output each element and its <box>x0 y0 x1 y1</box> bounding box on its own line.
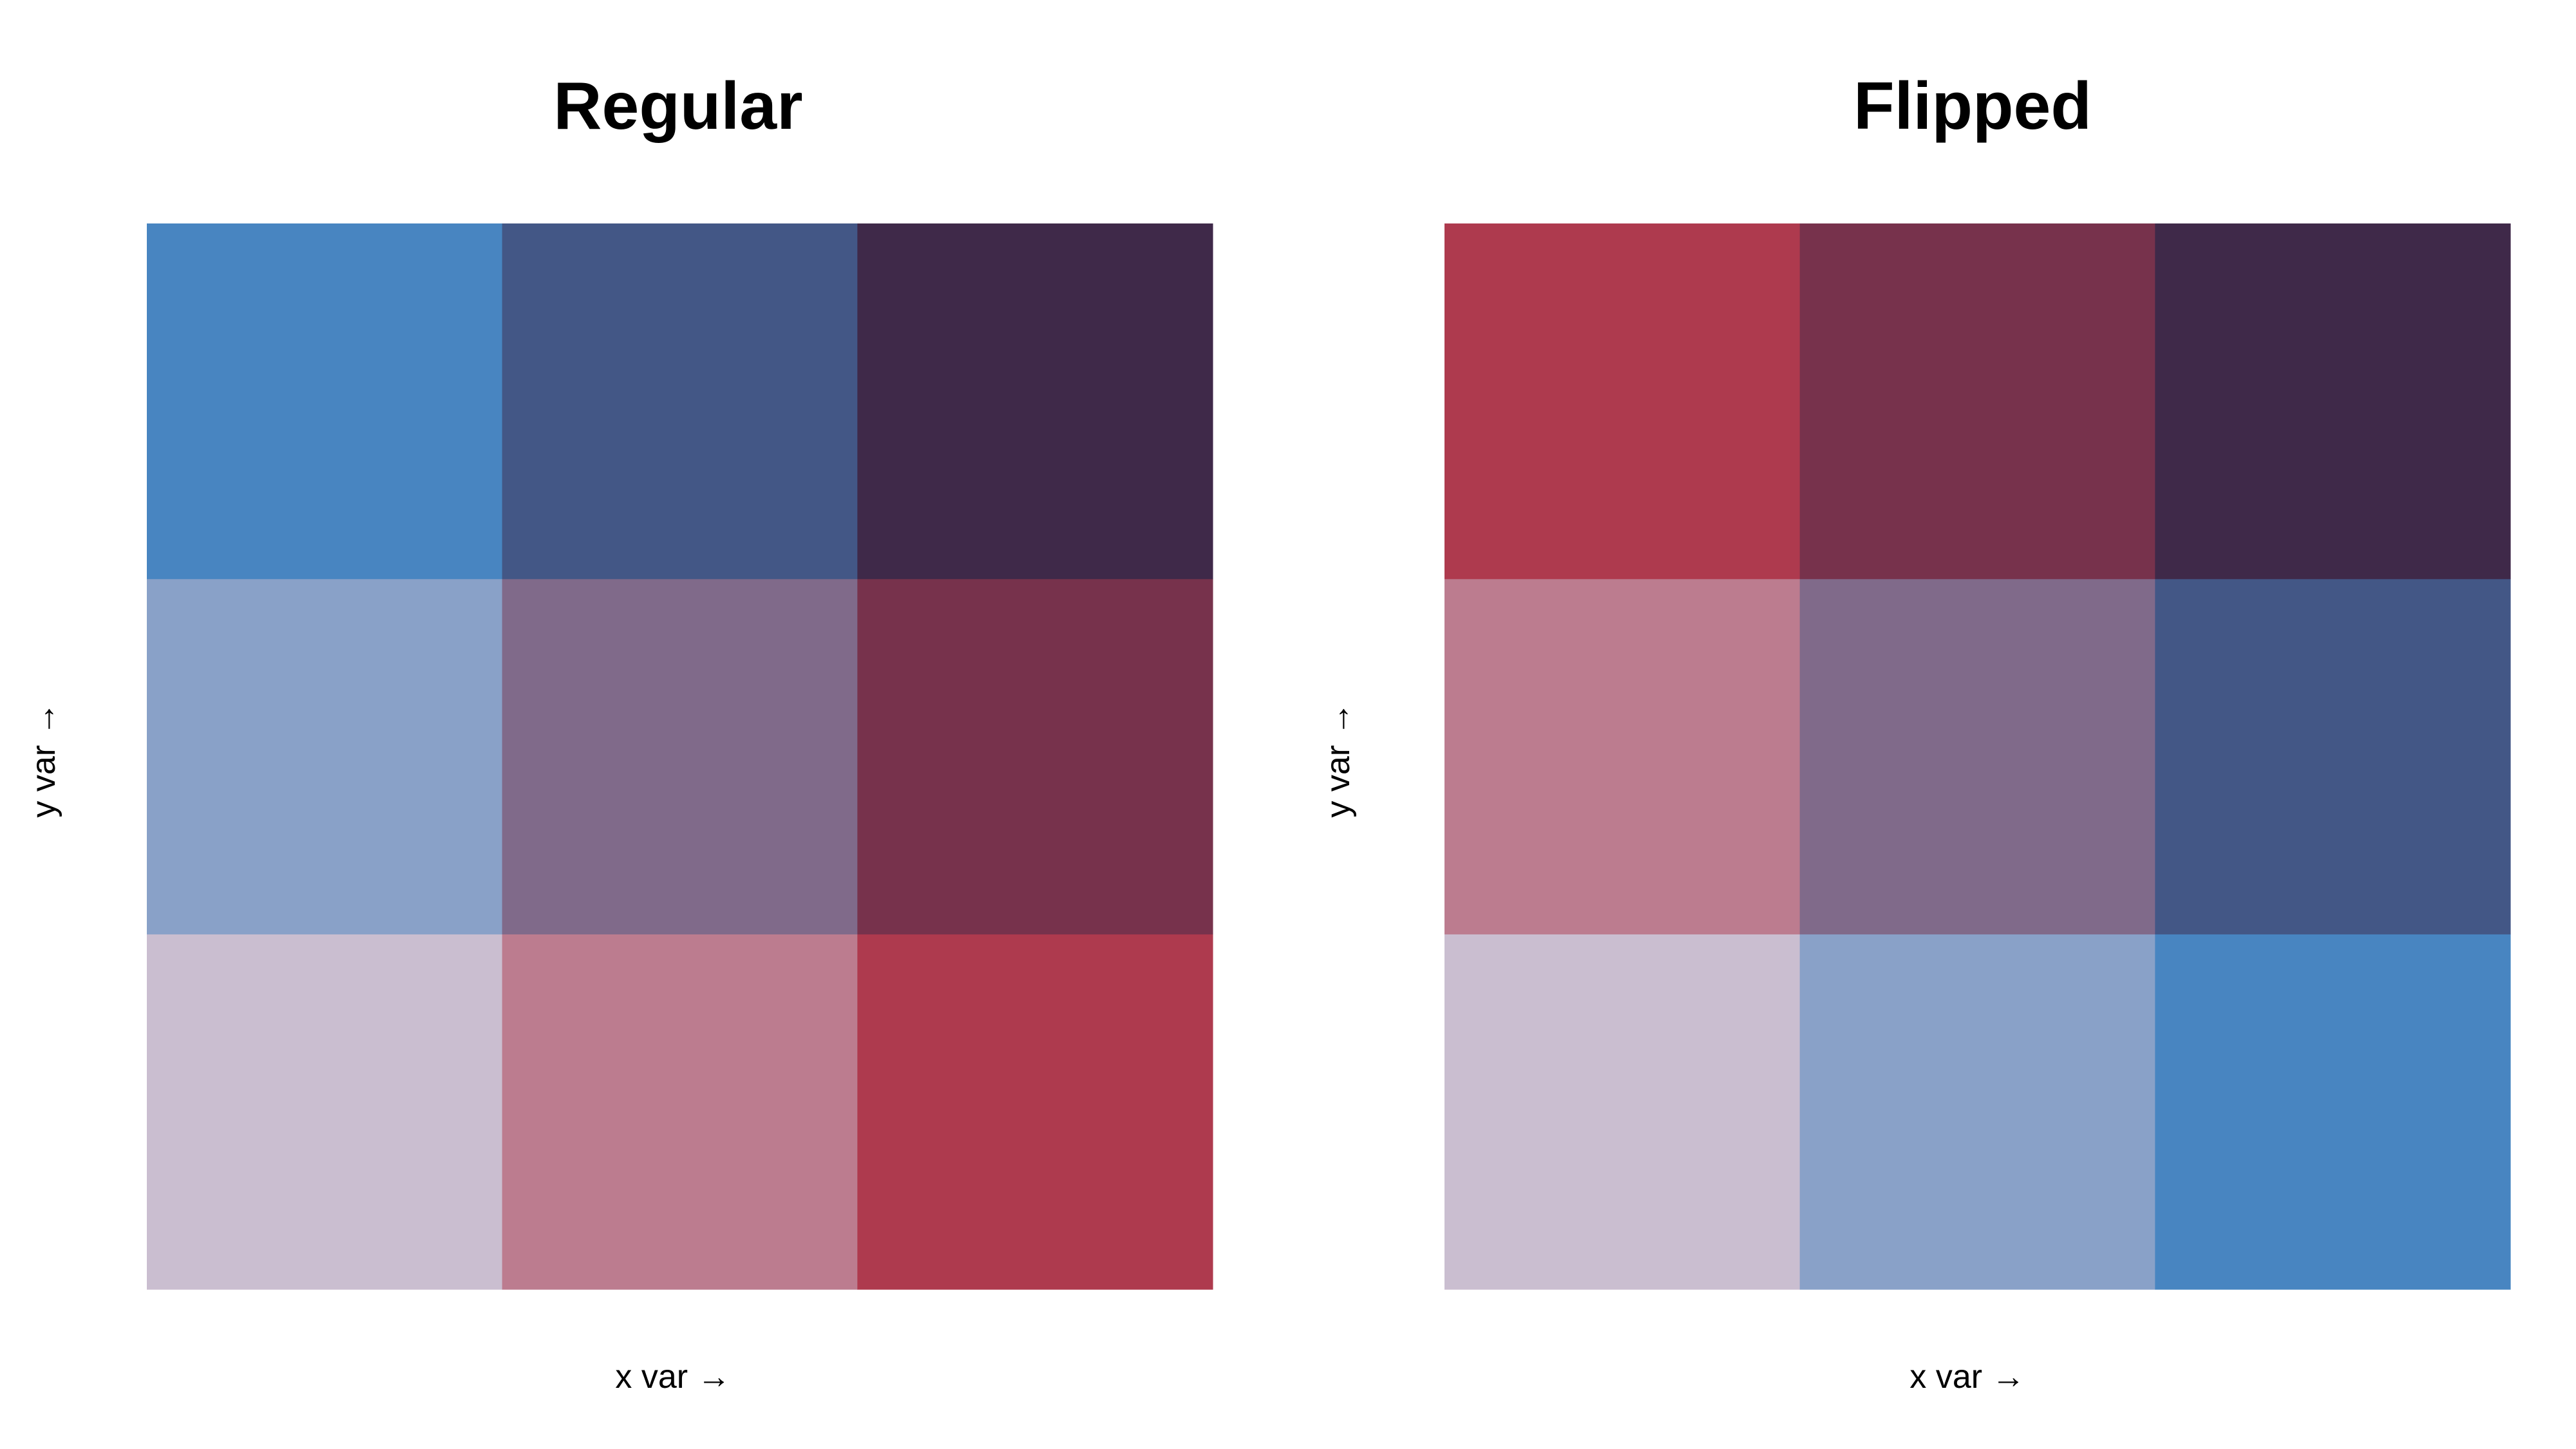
panel-regular-cells <box>147 223 1213 1290</box>
panel-flipped-cell-x1-y3 <box>1444 223 1801 580</box>
panel-flipped-x-label: x var → <box>1909 1358 2025 1396</box>
panel-flipped-cell-x3-y2 <box>2155 578 2511 934</box>
panel-regular-title: Regular <box>553 69 802 144</box>
panel-flipped-cell-x2-y2 <box>1799 578 2155 934</box>
panel-regular-cell-x2-y1 <box>502 934 858 1290</box>
panel-regular-x-label: x var → <box>615 1358 730 1396</box>
panel-flipped-cell-x1-y1 <box>1444 934 1801 1290</box>
panel-flipped-cell-x3-y1 <box>2155 934 2511 1290</box>
panel-regular-cell-x3-y3 <box>857 223 1213 580</box>
panel-flipped-cell-x2-y1 <box>1799 934 2155 1290</box>
panel-regular-cell-x1-y1 <box>147 934 503 1290</box>
panel-regular-cell-x1-y3 <box>147 223 503 580</box>
panel-regular-cell-x3-y2 <box>857 578 1213 934</box>
panel-flipped-cell-x3-y3 <box>2155 223 2511 580</box>
panel-regular-cell-x1-y2 <box>147 578 503 934</box>
panel-flipped-cell-x2-y3 <box>1799 223 2155 580</box>
panel-regular: Regular x var → y var → <box>25 69 1213 1396</box>
panel-flipped-cells <box>1444 223 2511 1290</box>
panel-flipped-y-label: y var → <box>1320 702 1357 817</box>
panel-regular-cell-x2-y2 <box>502 578 858 934</box>
panel-flipped: Flipped x var → y var → <box>1320 69 2511 1396</box>
panel-regular-cell-x2-y3 <box>502 223 858 580</box>
panel-flipped-cell-x1-y2 <box>1444 578 1801 934</box>
panel-regular-cell-x3-y1 <box>857 934 1213 1290</box>
panel-regular-y-label: y var → <box>25 702 62 817</box>
panel-flipped-title: Flipped <box>1853 69 2092 144</box>
